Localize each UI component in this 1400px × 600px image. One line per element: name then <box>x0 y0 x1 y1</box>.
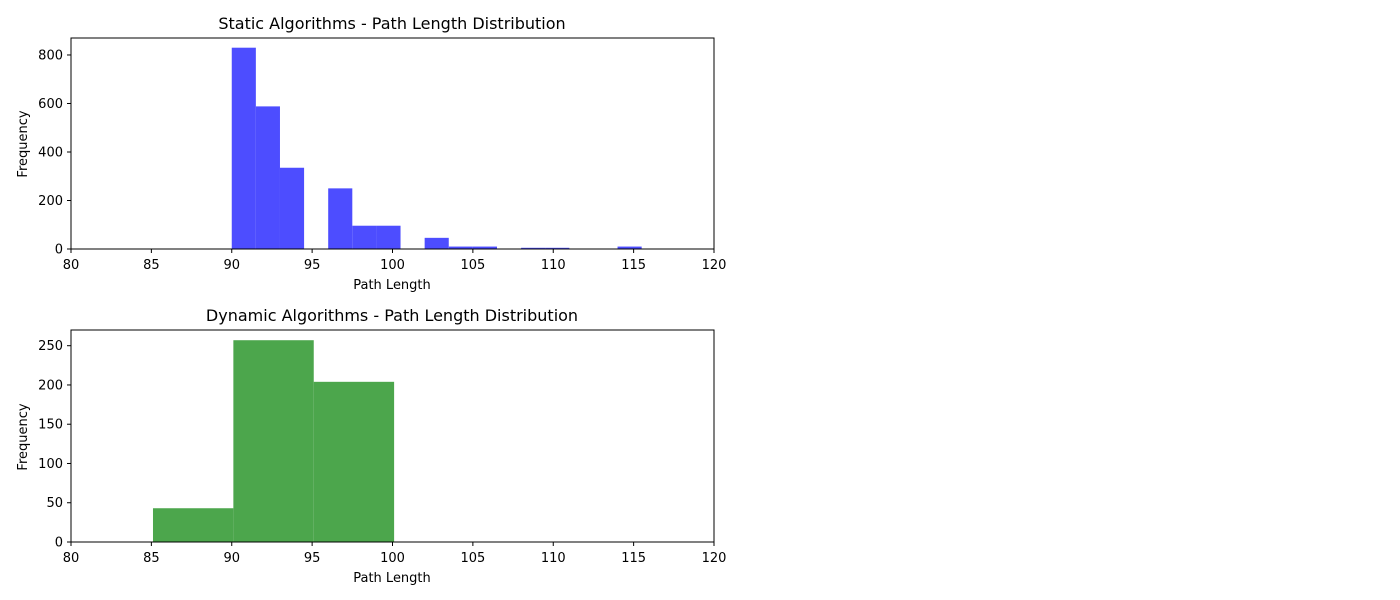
y-axis-label: Frequency <box>16 403 31 470</box>
x-tick-label: 85 <box>143 258 160 273</box>
x-tick-label: 80 <box>63 258 80 273</box>
bars-group <box>152 340 395 542</box>
x-tick-label: 110 <box>541 258 566 273</box>
x-tick-label: 85 <box>143 551 160 566</box>
x-tick-label: 95 <box>304 551 321 566</box>
y-tick-label: 600 <box>38 97 63 112</box>
histogram-bar <box>279 167 305 249</box>
y-tick-label: 50 <box>46 496 63 511</box>
x-tick-label: 90 <box>223 258 240 273</box>
histogram-bar <box>352 225 377 249</box>
x-axis-label: Path Length <box>353 278 431 293</box>
x-tick-label: 120 <box>702 551 727 566</box>
x-tick-label: 120 <box>702 258 727 273</box>
histogram-bar <box>617 246 642 249</box>
histogram-bar <box>376 225 401 249</box>
x-tick-label: 100 <box>380 551 405 566</box>
y-tick-label: 200 <box>38 194 63 209</box>
y-ticks: 0 50 100 150 200 250 <box>38 339 71 551</box>
histogram-bar <box>313 381 395 542</box>
histogram-bar <box>424 237 449 249</box>
x-tick-label: 105 <box>460 258 485 273</box>
x-axis-label: Path Length <box>353 571 431 586</box>
x-tick-label: 115 <box>621 258 646 273</box>
x-tick-label: 95 <box>304 258 321 273</box>
histogram-bar <box>233 340 314 542</box>
x-tick-label: 115 <box>621 551 646 566</box>
y-tick-label: 250 <box>38 339 63 354</box>
y-tick-label: 150 <box>38 418 63 433</box>
x-tick-label: 90 <box>223 551 240 566</box>
x-ticks: 80 85 90 95 100 105 110 115 120 <box>63 542 727 566</box>
histogram-bar <box>448 246 473 249</box>
y-tick-label: 100 <box>38 457 63 472</box>
static-histogram: Static Algorithms - Path Length Distribu… <box>16 14 726 293</box>
x-tick-label: 105 <box>460 551 485 566</box>
bars-group <box>231 47 642 250</box>
y-tick-label: 200 <box>38 378 63 393</box>
histogram-bar <box>328 188 353 249</box>
y-axis-label: Frequency <box>16 110 31 177</box>
histogram-bar <box>521 247 546 249</box>
dynamic-histogram: Dynamic Algorithms - Path Length Distrib… <box>16 306 726 586</box>
x-tick-label: 100 <box>380 258 405 273</box>
y-tick-label: 0 <box>55 536 63 551</box>
histogram-bar <box>231 47 256 250</box>
y-tick-label: 0 <box>55 243 63 258</box>
histogram-bar <box>255 106 280 249</box>
x-tick-label: 80 <box>63 551 80 566</box>
y-tick-label: 800 <box>38 48 63 63</box>
chart-title: Static Algorithms - Path Length Distribu… <box>218 14 565 33</box>
histogram-bar <box>472 246 497 249</box>
y-ticks: 0 200 400 600 800 <box>38 48 71 258</box>
x-ticks: 80 85 90 95 100 105 110 115 120 <box>63 249 727 273</box>
histogram-bar <box>545 247 570 249</box>
x-tick-label: 110 <box>541 551 566 566</box>
y-tick-label: 400 <box>38 145 63 160</box>
histogram-bar <box>152 508 234 542</box>
chart-title: Dynamic Algorithms - Path Length Distrib… <box>206 306 578 325</box>
